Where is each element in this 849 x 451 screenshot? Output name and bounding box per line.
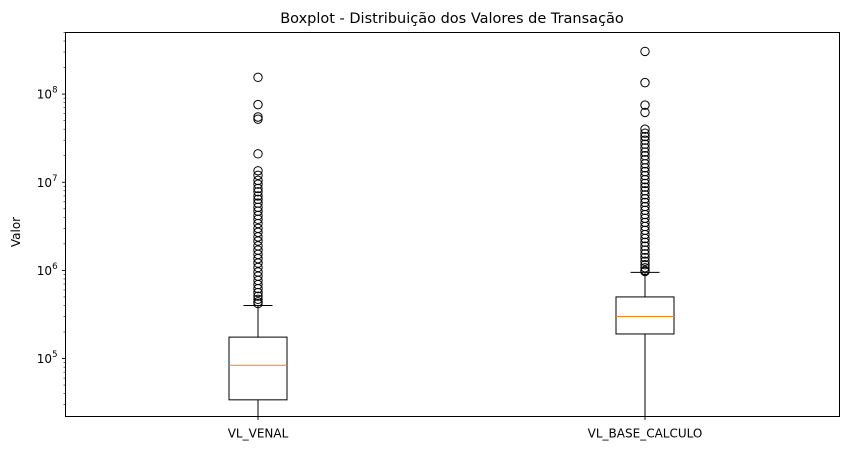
y-tick-exponent: 6 [52,262,57,272]
outlier-point [253,149,263,159]
outlier-point [640,252,650,263]
outlier-point [253,114,263,124]
outlier-point [640,241,650,251]
outlier-point [253,236,263,246]
outlier-point [640,128,650,138]
outlier-point [640,245,650,255]
outlier-point [640,249,650,259]
outlier-point [253,294,263,304]
y-tick-label: 106 [37,262,58,278]
outlier-point [640,217,650,228]
axes-frame [65,32,840,417]
y-tick-base: 10 [37,176,52,190]
outlier-point [640,107,650,118]
box-group-vl-base-calculo [615,46,675,417]
outlier-point [640,124,650,134]
outlier-point [640,163,650,173]
outlier-point [640,260,650,270]
outlier-point [640,46,650,57]
outlier-point [640,233,650,244]
outlier-point [253,112,263,122]
outlier-point [640,143,650,153]
y-tick-exponent: 8 [52,86,57,96]
outlier-point [253,187,263,197]
outlier-point [253,291,263,301]
outlier-point [640,209,650,220]
outlier-point [253,191,263,201]
x-tick-label: VL_VENAL [228,427,289,441]
x-tick-label: VL_BASE_CALCULO [588,427,703,441]
y-tick-base: 10 [37,264,52,278]
y-tick-base: 10 [37,352,52,366]
outlier-point [640,237,650,248]
outlier-point [640,256,650,266]
outlier-point [253,287,263,298]
outlier-point [253,179,263,189]
outlier-point [640,100,650,110]
iqr-box [615,296,675,335]
y-tick-label: 107 [37,174,58,190]
outlier-point [253,298,263,309]
y-tick-base: 10 [37,88,52,102]
outlier-point [640,159,650,169]
y-tick-exponent: 7 [52,174,57,184]
outlier-point [253,170,263,180]
outlier-point [640,197,650,208]
outlier-point [640,263,650,273]
y-tick-exponent: 5 [52,350,57,360]
outlier-point [253,232,263,242]
outlier-point [640,178,650,189]
outlier-point [640,190,650,200]
outlier-point [640,77,650,88]
outlier-point [640,194,650,204]
outlier-point [253,214,263,224]
outlier-point [640,139,650,149]
y-axis-label: Valor [9,217,23,247]
outlier-point [640,174,650,185]
outlier-point [253,283,263,294]
outlier-point [640,170,650,181]
outlier-point [253,72,263,83]
outlier-point [640,147,650,157]
outlier-point [640,266,650,277]
outlier-point [253,99,263,110]
iqr-box [228,336,288,401]
outlier-point [253,166,263,176]
outlier-point [640,182,650,192]
outlier-point [640,131,650,142]
y-tick-label: 108 [37,86,58,102]
chart-title: Boxplot - Distribuição dos Valores de Tr… [280,11,624,27]
outlier-point [253,183,263,194]
outlier-point [640,135,650,145]
box-group-vl-venal [228,72,288,417]
y-tick-label: 105 [37,350,58,366]
outlier-point [640,229,650,240]
